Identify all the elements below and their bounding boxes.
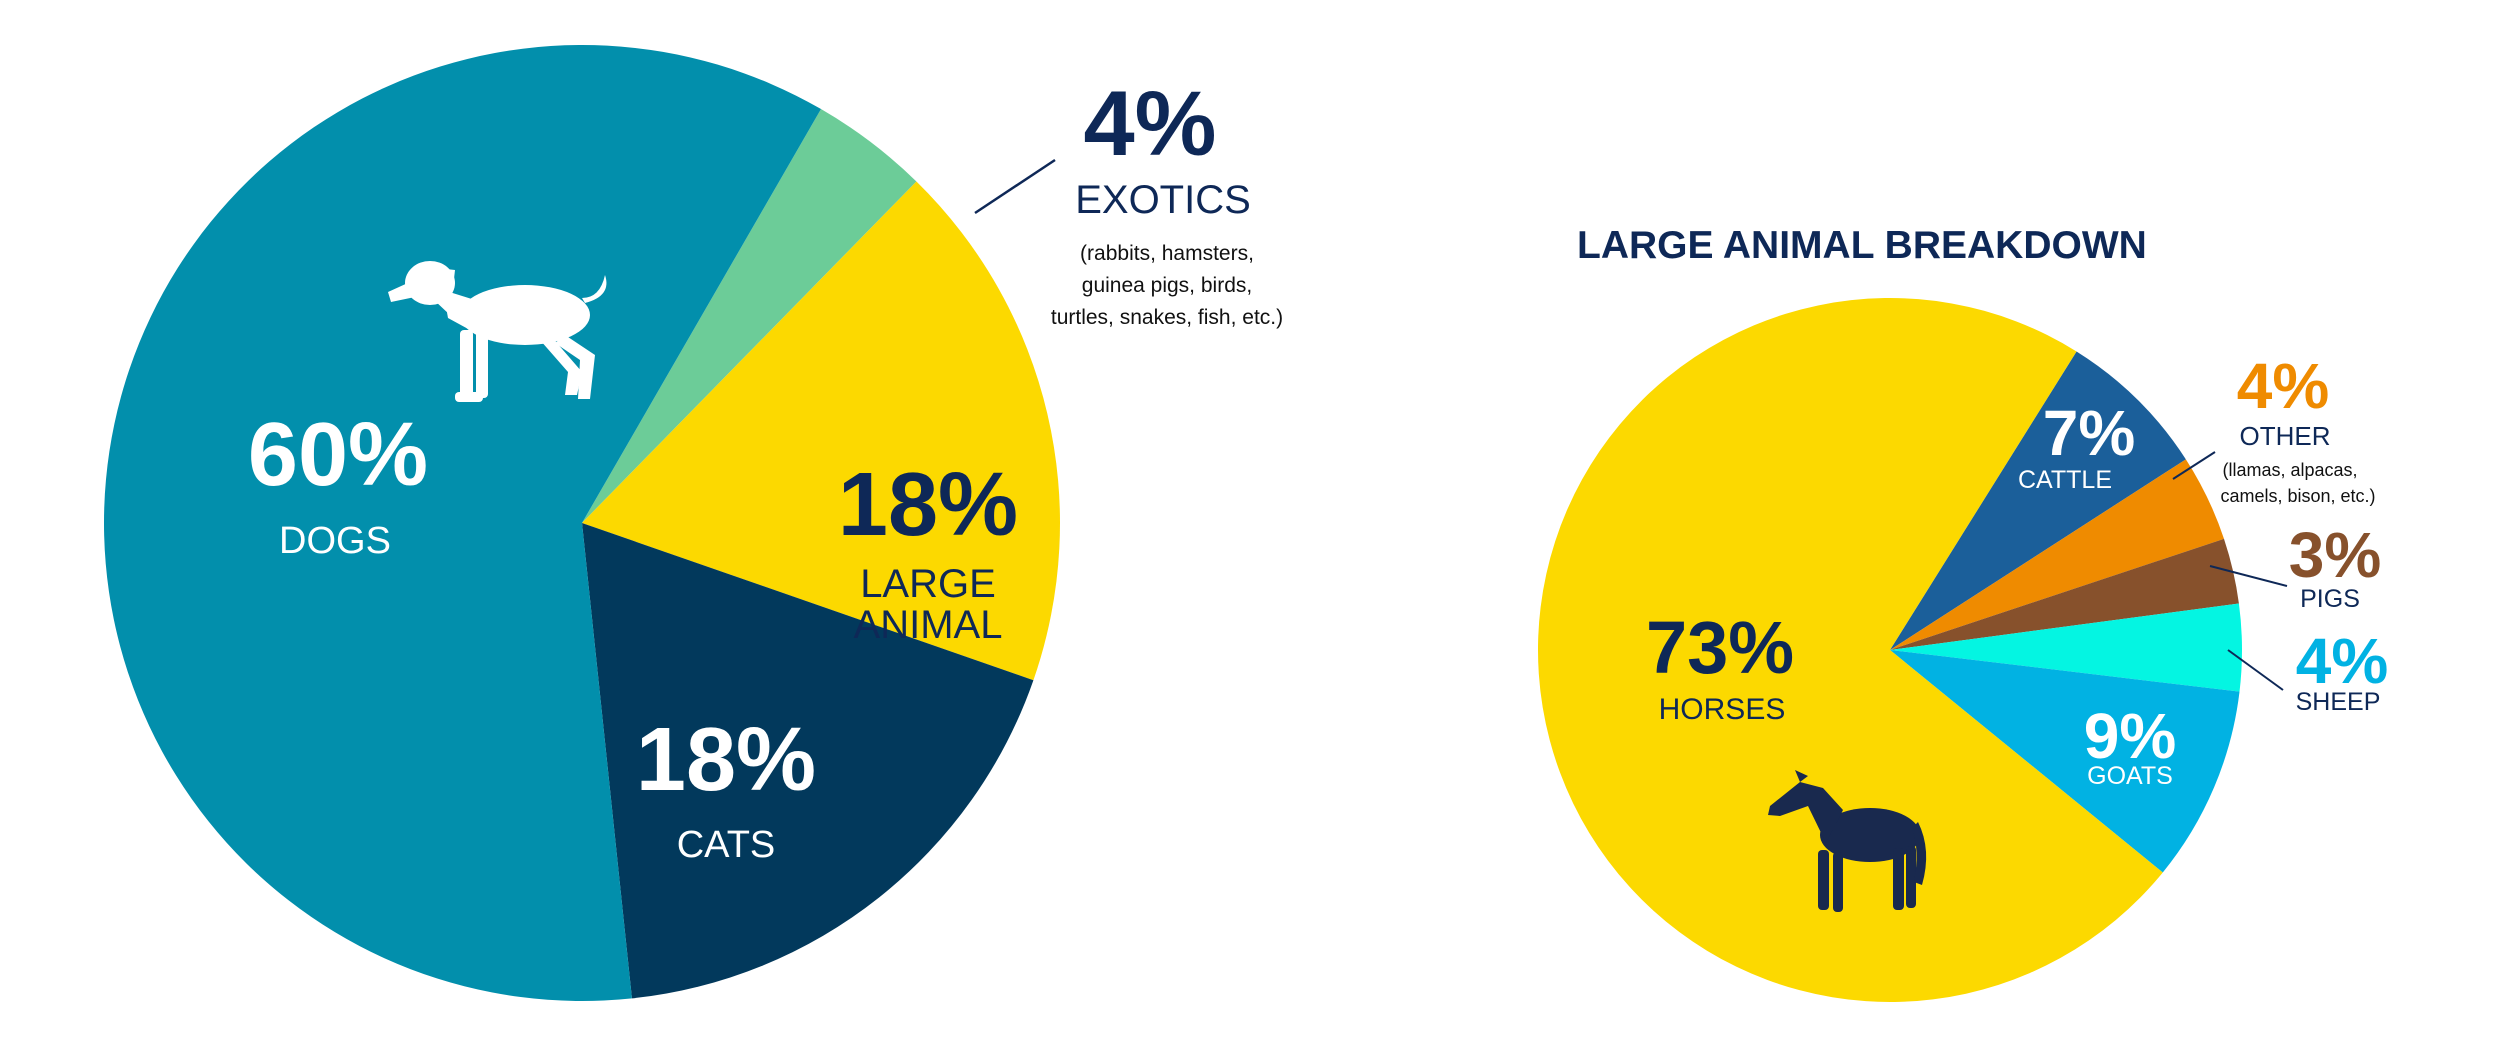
goats-percent: 9% <box>2084 700 2177 772</box>
cats-label: CATS <box>677 824 776 866</box>
dogs-percent: 60% <box>248 405 428 505</box>
exotics-note-line2: guinea pigs, birds, <box>1082 274 1252 297</box>
large-animal-label-line1: LARGE <box>860 562 996 606</box>
slice-cattle <box>1890 351 2186 650</box>
pie-chart-pets: 60% DOGS 18% CATS 18% LARGE ANIMAL 4% EX… <box>103 44 1283 1001</box>
slice-pigs <box>1890 538 2239 650</box>
slice-horses <box>1537 298 2163 1003</box>
sheep-percent: 4% <box>2296 625 2389 697</box>
horse-icon <box>1768 770 1927 912</box>
exotics-label: EXOTICS <box>1075 178 1251 222</box>
exotics-leader-line <box>974 158 1056 215</box>
chart-title: LARGE ANIMAL BREAKDOWN <box>1577 224 2147 267</box>
other-percent: 4% <box>2237 350 2330 422</box>
pigs-leader-line <box>2209 565 2288 587</box>
other-note-line2: camels, bison, etc.) <box>2220 486 2375 506</box>
slice-sheep <box>1890 603 2242 692</box>
exotics-percent: 4% <box>1084 73 1217 175</box>
other-leader-line <box>2172 451 2216 480</box>
other-label: OTHER <box>2240 421 2331 451</box>
large-animal-label-line2: ANIMAL <box>854 603 1003 647</box>
pie-chart-large-animal: LARGE ANIMAL BREAKDOWN 73% HORSES 7% CAT… <box>1537 224 2389 1003</box>
cattle-percent: 7% <box>2043 397 2136 469</box>
pigs-label: PIGS <box>2300 585 2360 613</box>
sheep-label: SHEEP <box>2296 688 2381 716</box>
slice-exotics <box>582 109 917 523</box>
cattle-label: CATTLE <box>2018 466 2112 494</box>
cats-percent: 18% <box>636 710 816 810</box>
horses-percent: 73% <box>1646 606 1794 689</box>
goats-label: GOATS <box>2087 762 2173 790</box>
dogs-label: DOGS <box>279 520 391 562</box>
horses-label: HORSES <box>1659 693 1786 726</box>
dog-icon <box>388 261 607 402</box>
large-animal-percent: 18% <box>838 455 1018 555</box>
pie-slices <box>1537 298 2242 1003</box>
slice-large-animal <box>582 181 1060 681</box>
sheep-leader-line <box>2227 649 2284 691</box>
pie-slices <box>103 44 1060 1001</box>
slice-dogs <box>103 44 821 1001</box>
exotics-note-line1: (rabbits, hamsters, <box>1080 242 1254 265</box>
pigs-percent: 3% <box>2289 519 2382 591</box>
slice-other <box>1890 459 2224 650</box>
other-note-line1: (llamas, alpacas, <box>2222 460 2357 480</box>
slice-goats <box>1890 650 2240 873</box>
exotics-note-line3: turtles, snakes, fish, etc.) <box>1051 306 1283 329</box>
slice-cats <box>582 523 1034 999</box>
